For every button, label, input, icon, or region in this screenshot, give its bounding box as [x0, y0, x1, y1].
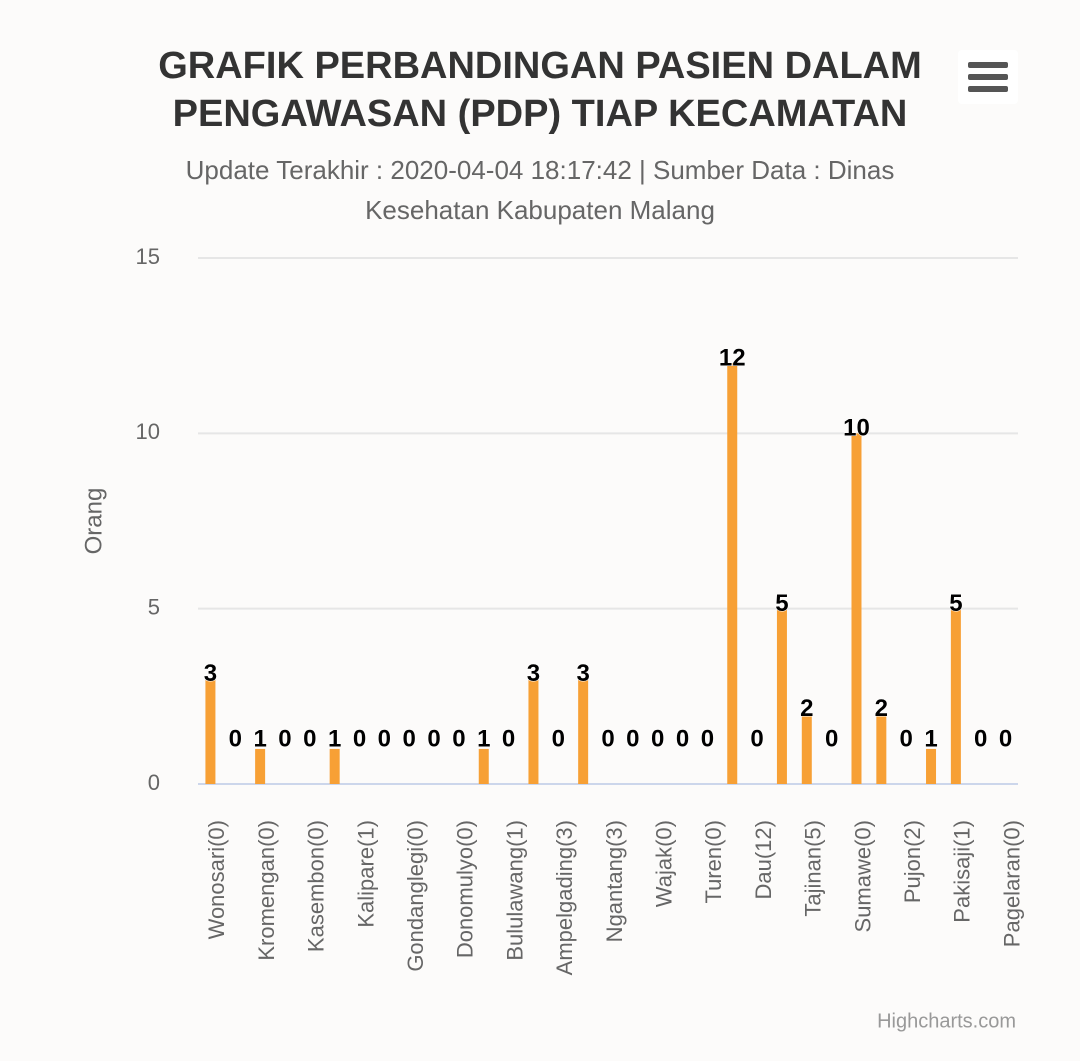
menu-button[interactable] [958, 50, 1018, 104]
data-label: 5 [949, 590, 962, 617]
data-label: 1 [253, 725, 266, 752]
x-tick-label: Turen(0) [701, 820, 726, 904]
bar [205, 678, 216, 784]
y-tick-label: 10 [136, 419, 160, 444]
data-label: 0 [626, 725, 639, 752]
data-label: 0 [278, 725, 291, 752]
chart-subtitle: Update Terakhir : 2020-04-04 18:17:42 | … [185, 155, 895, 225]
bar [926, 748, 937, 784]
x-tick-label: Tajinan(5) [801, 820, 826, 917]
data-label: 0 [403, 725, 416, 752]
x-tick-label: Ngantang(3) [602, 820, 627, 942]
bar [478, 748, 489, 784]
data-label: 5 [775, 590, 788, 617]
bar [851, 433, 862, 784]
data-label: 3 [527, 660, 540, 687]
data-label: 2 [875, 695, 888, 722]
y-tick-label: 0 [148, 770, 160, 795]
data-label: 0 [502, 725, 515, 752]
data-label: 2 [800, 695, 813, 722]
x-tick-label: Kromengan(0) [254, 820, 279, 961]
data-label: 1 [328, 725, 341, 752]
data-label: 0 [378, 725, 391, 752]
bar [329, 748, 340, 784]
data-label: 0 [651, 725, 664, 752]
data-label: 3 [576, 660, 589, 687]
data-label: 0 [601, 725, 614, 752]
data-label: 1 [477, 725, 490, 752]
x-tick-label: Sumawe(0) [850, 820, 875, 932]
bar [578, 678, 589, 784]
chart-title: GRAFIK PERBANDINGAN PASIEN DALAM PENGAWA… [158, 45, 922, 135]
credits: Highcharts.com [877, 1010, 1016, 1032]
data-label: 12 [719, 345, 746, 372]
data-label: 0 [825, 725, 838, 752]
x-tick-label: Gondanglegi(0) [403, 820, 428, 972]
data-label: 0 [552, 725, 565, 752]
x-tick-label: Kasembon(0) [304, 820, 329, 952]
bar [727, 363, 738, 784]
x-tick-label: Pakisaji(1) [950, 820, 975, 923]
x-tick-label: Donomulyo(0) [453, 820, 478, 958]
y-tick-label: 5 [148, 594, 160, 619]
data-label: 0 [750, 725, 763, 752]
data-label: 0 [999, 725, 1012, 752]
x-tick-label: Pujon(2) [900, 820, 925, 903]
data-label: 0 [427, 725, 440, 752]
data-label: 0 [701, 725, 714, 752]
data-label: 0 [676, 725, 689, 752]
data-label: 0 [353, 725, 366, 752]
x-tick-label: Pagelaran(0) [999, 820, 1024, 947]
bar [876, 713, 887, 784]
bar [255, 748, 266, 784]
x-tick-label: Kalipare(1) [353, 820, 378, 928]
data-label: 0 [229, 725, 242, 752]
x-tick-label: Wajak(0) [652, 820, 677, 907]
bar [950, 608, 961, 784]
data-label: 1 [924, 725, 937, 752]
data-label: 0 [900, 725, 913, 752]
y-axis-label: Orang [80, 488, 107, 555]
y-tick-label: 15 [136, 244, 160, 269]
data-label: 3 [204, 660, 217, 687]
x-tick-label: Dau(12) [751, 820, 776, 899]
bar [776, 608, 787, 784]
data-label: 10 [843, 415, 870, 442]
data-label: 0 [974, 725, 987, 752]
data-label: 0 [303, 725, 316, 752]
x-tick-label: Wonosari(0) [204, 820, 229, 939]
x-tick-label: Bululawang(1) [502, 820, 527, 961]
x-tick-label: Ampelgading(3) [552, 820, 577, 975]
bar [528, 678, 539, 784]
bar [801, 713, 812, 784]
data-label: 0 [452, 725, 465, 752]
